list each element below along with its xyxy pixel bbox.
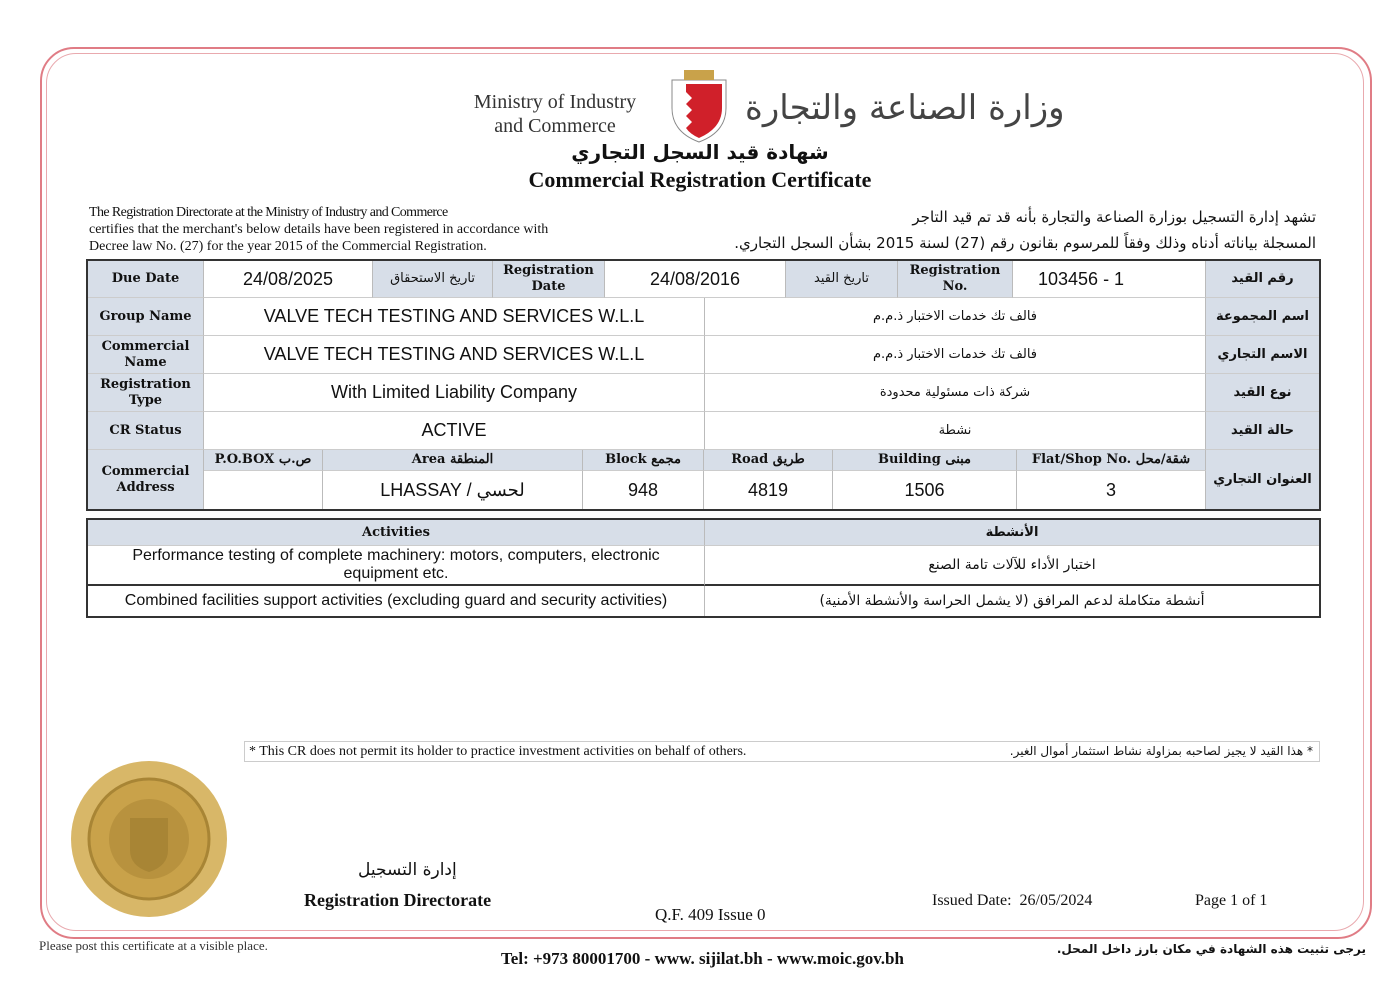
due-date-label: Due Date [88,261,204,298]
post-notice-ar: يرجى تثبيت هذه الشهادة في مكان بارز داخل… [1056,942,1366,956]
coat-of-arms-logo [671,70,727,143]
page-number: Page 1 of 1 [1195,892,1268,909]
post-notice-en: Please post this certificate at a visibl… [39,938,268,953]
reg-date-value: 24/08/2016 [605,261,786,298]
pobox-label: P.O.BOX ص.ب [204,450,323,471]
block-value: 948 [583,471,704,509]
page-border-inner [46,53,1364,931]
title-en: Commercial Registration Certificate [528,167,872,192]
reg-no-value: 103456 - 1 [1013,261,1206,298]
commercial-name-value-ar: فالف تك خدمات الاختبار ذ.م.م [705,336,1206,374]
registration-type-label: Registration Type [88,374,204,412]
group-name-value: VALVE TECH TESTING AND SERVICES W.L.L [204,298,705,336]
cr-status-value: ACTIVE [204,412,705,450]
cr-status-value-ar: نشطة [705,412,1206,450]
reg-date-label: Registration Date [493,261,605,298]
pobox-value [204,471,323,509]
ministry-name-ar: وزارة الصناعة والتجارة [745,88,1065,128]
intro-en-line: Decree law No. (27) for the year 2015 of… [89,239,487,254]
intro-ar-line: تشهد إدارة التسجيل بوزارة الصناعة والتجا… [912,208,1316,226]
notice-en: * This CR does not permit its holder to … [249,744,747,759]
address-label: Commercial Address [88,450,204,509]
directorate-ar: إدارة التسجيل [358,860,457,880]
ministry-line-1: Ministry of Industry [473,91,637,113]
group-name-label: Group Name [88,298,204,336]
activities-header-ar: الأنشطة [705,520,1319,546]
ministry-line-2: and Commerce [494,115,616,137]
group-name-label-ar: اسم المجموعة [1206,298,1319,336]
group-name-value-ar: فالف تك خدمات الاختبار ذ.م.م [705,298,1206,336]
issued-date-value: 26/05/2024 [1019,892,1093,909]
registration-type-value-ar: شركة ذات مسئولية محدودة [705,374,1206,412]
intro-en: The Registration Directorate at the Mini… [89,204,548,255]
activity-item-ar: اختبار الأداء للآلات تامة الصنع [705,546,1319,586]
flat-label: Flat/Shop No. شقة/محل [1017,450,1206,471]
road-label: Road طريق [704,450,833,471]
registration-type-label-ar: نوع القيد [1206,374,1319,412]
page-border [40,47,1372,939]
issued-date-label: Issued Date: [932,892,1012,909]
due-date-value: 24/08/2025 [204,261,373,298]
area-value: LHASSAY / لحسي [323,471,583,509]
due-date-label-ar: تاريخ الاستحقاق [373,261,493,298]
area-label: Area المنطقة [323,450,583,471]
address-label-ar: العنوان التجاري [1206,450,1319,509]
form-number: Q.F. 409 Issue 0 [655,905,766,924]
block-label: Block مجمع [583,450,704,471]
contact-line: Tel: +973 80001700 - www. sijilat.bh - w… [501,949,904,968]
notice-box: * This CR does not permit its holder to … [244,741,1320,762]
commercial-name-value: VALVE TECH TESTING AND SERVICES W.L.L [204,336,705,374]
activity-item: Performance testing of complete machiner… [88,546,705,586]
intro-ar-line: المسجلة بياناته أدناه وذلك وفقاً للمرسوم… [734,234,1316,252]
intro-en-line: The Registration Directorate at the Mini… [89,205,448,220]
issued-date: Issued Date: 26/05/2024 [932,892,1092,910]
registration-type-value: With Limited Liability Company [204,374,705,412]
building-value: 1506 [833,471,1017,509]
activity-item: Combined facilities support activities (… [88,586,705,616]
cr-status-label: CR Status [88,412,204,450]
cr-status-label-ar: حالة القيد [1206,412,1319,450]
activity-item-ar: أنشطة متكاملة لدعم المرافق (لا يشمل الحر… [819,593,1205,609]
notice-ar: * هذا القيد لا يجيز لصاحبه بمزاولة نشاط … [1009,744,1313,758]
commercial-name-label-ar: الاسم التجاري [1206,336,1319,374]
directorate-en: Registration Directorate [304,890,492,910]
intro-ar: تشهد إدارة التسجيل بوزارة الصناعة والتجا… [734,204,1316,256]
activities-table: Activities الأنشطة Performance testing o… [86,518,1321,618]
building-label: Building مبنى [833,450,1017,471]
title-ar: شهادة قيد السجل التجاري [571,140,829,164]
details-table: Due Date 24/08/2025 تاريخ الاستحقاق Regi… [86,259,1321,511]
intro-en-line: certifies that the merchant's below deta… [89,222,549,237]
ministry-name-en: Ministry of Industry and Commerce [455,90,655,138]
official-seal-icon [71,761,227,917]
reg-no-label: Registration No. [898,261,1013,298]
road-value: 4819 [704,471,833,509]
flat-value: 3 [1017,471,1206,509]
activities-header: Activities [88,520,705,546]
reg-date-label-ar: تاريخ القيد [786,261,898,298]
reg-no-label-ar: رقم القيد [1206,261,1319,298]
commercial-name-label: Commercial Name [88,336,204,374]
